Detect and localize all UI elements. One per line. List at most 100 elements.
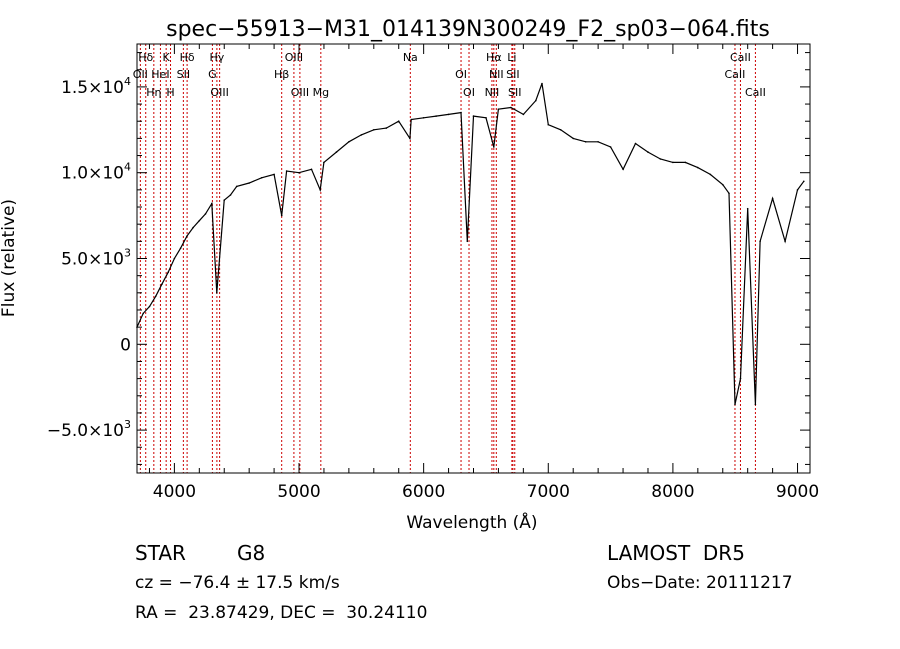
spectrum-point xyxy=(634,142,637,145)
object-subclass: G8 xyxy=(237,541,266,565)
line-label: NII xyxy=(485,86,500,99)
line-label: H xyxy=(166,86,174,99)
spectrum-point xyxy=(298,171,300,174)
survey-name: LAMOST DR5 xyxy=(607,541,745,565)
spectrum-point xyxy=(310,168,313,171)
spectrum-point xyxy=(229,194,232,196)
line-label: SII xyxy=(506,68,519,81)
spectrum-point xyxy=(672,161,674,164)
spectrum-point xyxy=(597,141,599,143)
line-label: SII xyxy=(177,68,190,81)
spectrum-point xyxy=(796,189,799,191)
spectrum-point xyxy=(784,240,786,243)
line-label: HeI xyxy=(151,68,169,81)
line-label: CaII xyxy=(745,86,766,99)
spectrum-point xyxy=(697,166,699,169)
x-tick-label: 5000 xyxy=(277,482,320,502)
spectrum-point xyxy=(211,202,213,205)
spectrum-point xyxy=(803,180,805,183)
x-tick-label: 4000 xyxy=(153,482,196,502)
line-label: NII xyxy=(489,68,504,81)
spectrum-point xyxy=(510,106,512,109)
y-tick-label: 0 xyxy=(120,335,131,355)
line-id-labels: HδOIIHηKHeIHHδSIIOIIIHγGOIIIOIIIHβMgNaOI… xyxy=(133,51,766,99)
spectrum-point xyxy=(360,134,363,136)
spectrum-point xyxy=(497,108,500,110)
spectrum-point xyxy=(410,118,413,121)
spectrum-point xyxy=(460,111,462,114)
spectrum-point xyxy=(485,117,487,119)
spectrum-point xyxy=(186,235,188,237)
spectrum-point xyxy=(323,161,325,164)
spectrum-point xyxy=(709,173,712,176)
x-tick-label: 6000 xyxy=(402,482,445,502)
x-tick-label: 9000 xyxy=(776,482,819,502)
spectrum-point xyxy=(192,226,194,229)
spectrum-series xyxy=(136,82,805,406)
line-label: OI xyxy=(463,86,475,99)
line-label: Mg xyxy=(313,86,329,99)
object-class: STAR xyxy=(135,541,186,565)
spectrum-point xyxy=(493,146,495,148)
observation-date: Obs−Date: 20111217 xyxy=(607,573,793,593)
coordinates: RA = 23.87429, DEC = 30.24110 xyxy=(135,603,428,623)
line-label: Hα xyxy=(486,51,502,64)
line-label: CaII xyxy=(725,68,746,81)
spectrum-point xyxy=(319,189,322,191)
y-axis-label: Flux (relative) xyxy=(0,199,19,317)
line-label: Hβ xyxy=(274,68,289,81)
spectrum-point xyxy=(609,146,612,148)
x-tick-label: 7000 xyxy=(527,482,570,502)
line-label: K xyxy=(163,51,171,64)
spectrum-point xyxy=(198,219,201,222)
spectrum-point xyxy=(435,115,437,117)
spectrum-point xyxy=(216,292,218,294)
spectrum-point xyxy=(472,115,475,117)
redshift-cz: cz = −76.4 ± 17.5 km/s xyxy=(135,573,340,593)
spectrum-point xyxy=(559,129,562,131)
spectrum-point xyxy=(273,173,275,176)
y-tick-label: −5.0×103 xyxy=(47,418,131,441)
line-label: OIII xyxy=(210,86,228,99)
spectrum-point xyxy=(647,151,649,153)
spectrum-point xyxy=(728,192,730,195)
y-tick-label: 1.5×104 xyxy=(61,75,131,98)
line-label: Hη xyxy=(146,86,161,99)
spectrum-point xyxy=(659,158,662,160)
spectrum-point xyxy=(422,117,425,119)
spectrum-point xyxy=(285,170,288,172)
spectrum-point xyxy=(466,240,469,243)
spectrum-point xyxy=(179,247,182,249)
spectrum-point xyxy=(547,123,550,126)
spectrum-point xyxy=(161,283,163,286)
spectrum-point xyxy=(409,137,411,140)
spectrum-point xyxy=(235,185,238,188)
spectrum-point xyxy=(148,305,151,308)
line-label: Na xyxy=(403,51,418,64)
spectrum-point xyxy=(746,207,749,210)
x-axis-label: Wavelength (Å) xyxy=(406,511,537,533)
spectrum-point xyxy=(348,141,350,143)
line-label: Hγ xyxy=(209,51,224,64)
spectrum-point xyxy=(771,197,774,200)
spectrum-point xyxy=(335,151,338,153)
spectrum-point xyxy=(142,312,144,315)
spectrum-point xyxy=(154,295,157,298)
plot-frame xyxy=(136,43,811,474)
line-label: Hδ xyxy=(180,51,195,64)
spectrum-line xyxy=(136,83,805,405)
spectrum-point xyxy=(572,137,574,140)
spectrum-point xyxy=(248,182,250,184)
spectrum-point xyxy=(541,82,543,85)
spectrum-point xyxy=(522,113,525,116)
line-label: SII xyxy=(508,86,521,99)
line-label: Li xyxy=(507,51,516,64)
line-label: Hδ xyxy=(138,51,153,64)
spectrum-point xyxy=(739,377,742,380)
chart-title: spec−55913−M31_014139N300249_F2_sp03−064… xyxy=(166,17,770,42)
spectrum-point xyxy=(447,113,450,116)
spectrum-point xyxy=(734,403,736,406)
spectrum-point xyxy=(622,168,624,171)
spectrum-point xyxy=(280,214,283,217)
